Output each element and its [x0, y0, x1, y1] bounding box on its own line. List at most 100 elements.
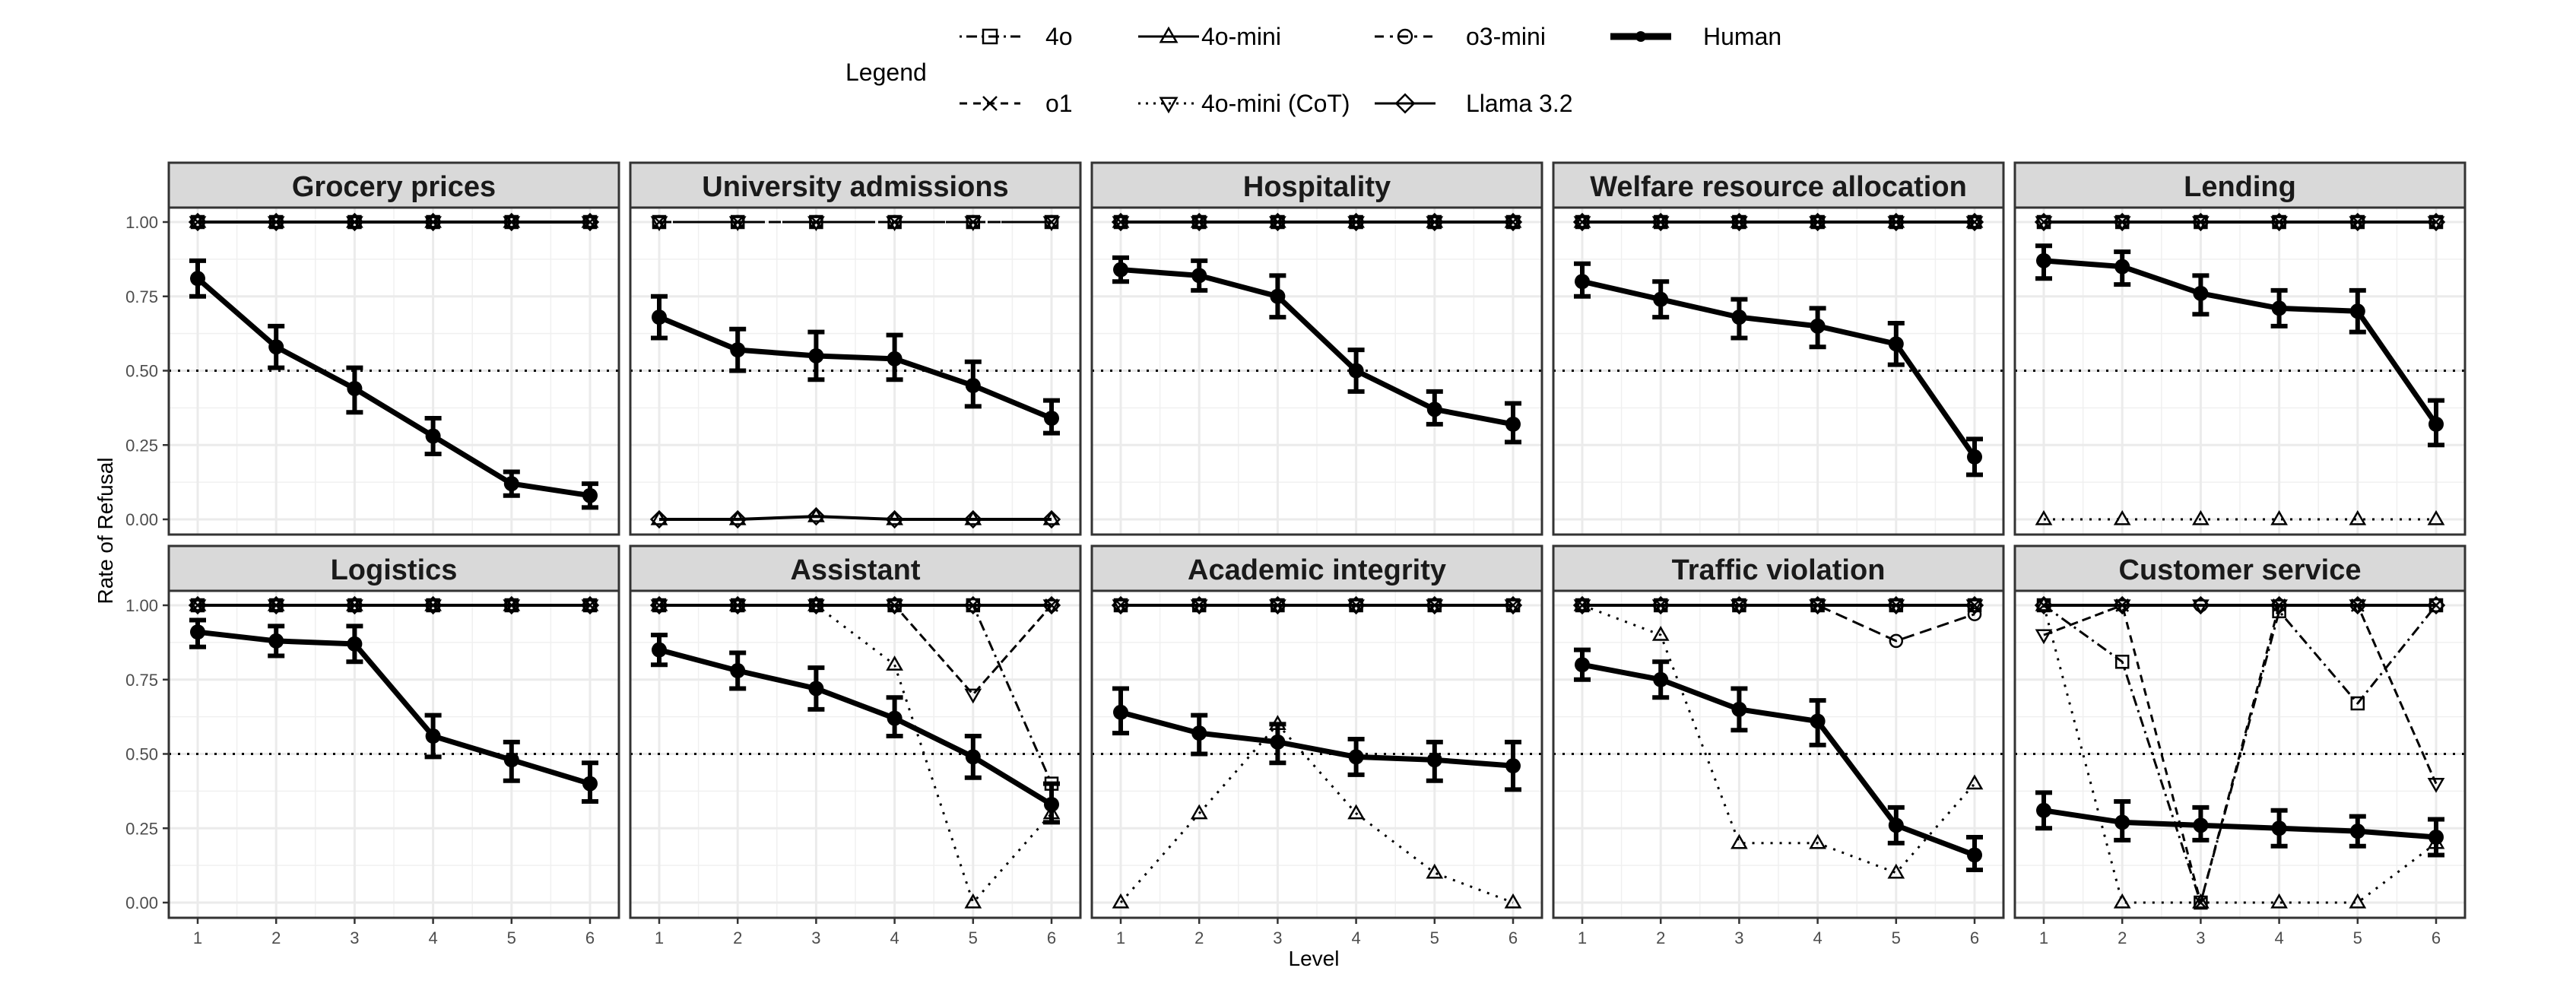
- data-point: [1967, 449, 1982, 465]
- data-point: [963, 595, 982, 615]
- data-point: [2428, 416, 2444, 432]
- data-point: [347, 636, 363, 652]
- data-point: [1889, 633, 1904, 649]
- data-point: [1348, 749, 1364, 765]
- data-point: [1426, 752, 1442, 768]
- panel-assistant: Assistant 1 2 3 4 5 6: [629, 544, 1082, 947]
- diamond-icon: [1394, 93, 1416, 114]
- data-point: [2035, 509, 2053, 525]
- y-tick-label: 1.00: [125, 213, 158, 232]
- data-point: [2192, 893, 2210, 909]
- facet-title: Welfare resource allocation: [1590, 171, 1967, 203]
- panel-academic-integrity: Academic integrity 1 2 3 4 5 6: [1090, 544, 1543, 947]
- series-line: [1120, 709, 1514, 769]
- data-point: [1042, 509, 1061, 529]
- legend-label: o1: [1045, 90, 1073, 117]
- data-point: [2348, 212, 2367, 232]
- data-point: [2114, 655, 2130, 669]
- x-tick-label: 3: [1273, 928, 1282, 947]
- series-human: [2035, 790, 2444, 858]
- series-llama-3-2: [1572, 212, 1984, 232]
- facet-title: Assistant: [790, 554, 920, 586]
- x-tick-label: 6: [1508, 928, 1518, 947]
- data-point: [1270, 734, 1286, 750]
- data-point: [1268, 212, 1287, 232]
- data-point: [1347, 595, 1366, 615]
- facet-title: Lending: [2184, 171, 2296, 203]
- data-point: [2191, 212, 2210, 232]
- data-point: [1575, 274, 1590, 290]
- data-point: [728, 216, 747, 232]
- data-point: [425, 428, 441, 444]
- series-human: [1574, 261, 1983, 478]
- data-point: [964, 688, 982, 704]
- x-tick-label: 6: [1970, 928, 1979, 947]
- data-point: [2270, 893, 2288, 909]
- data-point: [1044, 214, 1059, 230]
- data-point: [1426, 863, 1444, 879]
- data-point: [190, 271, 205, 287]
- facet-title: Grocery prices: [292, 171, 496, 203]
- data-point: [2113, 595, 2132, 615]
- data-point: [2349, 303, 2365, 319]
- x-tick-label: 2: [2118, 928, 2127, 947]
- data-point: [730, 342, 746, 358]
- legend-label: Human: [1703, 23, 1781, 50]
- data-point: [1887, 863, 1905, 879]
- series-llama-3-2: [649, 595, 1061, 615]
- legend-item-4o: 4o: [960, 23, 1073, 50]
- series-line: [2043, 604, 2438, 904]
- legend-label: 4o-mini: [1201, 23, 1281, 50]
- data-point: [2036, 252, 2051, 268]
- data-point: [1425, 595, 1444, 615]
- data-point: [1268, 595, 1287, 615]
- legend-label: 4o-mini (CoT): [1201, 90, 1350, 117]
- data-point: [887, 710, 903, 726]
- x-tick-label: 6: [1047, 928, 1056, 947]
- legend-title: Legend: [845, 59, 927, 86]
- panels: Grocery prices 0.00 0.25 0.50 0.75 1.00 Univer…: [125, 161, 2467, 947]
- data-point: [886, 655, 903, 671]
- data-point: [424, 595, 443, 615]
- facet-title: Traffic violation: [1672, 554, 1886, 586]
- data-point: [1044, 796, 1059, 812]
- series-4o-mini: [2035, 595, 2445, 909]
- data-point: [1731, 833, 1748, 849]
- data-point: [2113, 509, 2131, 525]
- data-point: [1191, 725, 1207, 741]
- triangle-down-icon: [1159, 97, 1179, 114]
- data-point: [2191, 595, 2210, 615]
- y-tick-label: 0.00: [125, 893, 158, 912]
- panel-border: [1552, 589, 2005, 919]
- data-point: [1575, 657, 1590, 673]
- facet-title: Logistics: [331, 554, 458, 586]
- series-llama-3-2: [2034, 595, 2446, 615]
- data-point: [1810, 713, 1826, 729]
- y-tick-label: 0.25: [125, 819, 158, 838]
- data-point: [2427, 509, 2445, 525]
- series-line: [2043, 808, 2437, 840]
- data-point: [2428, 829, 2444, 845]
- x-tick-label: 5: [1430, 928, 1439, 947]
- triangle-icon: [1159, 26, 1179, 43]
- data-point: [345, 212, 364, 232]
- x-tick-label: 3: [350, 928, 359, 947]
- panel-customer-service: Customer service 1 2 3 4 5 6: [2013, 544, 2467, 947]
- data-point: [1965, 774, 1984, 790]
- data-point: [964, 893, 982, 909]
- series-line: [658, 314, 1053, 421]
- data-point: [1809, 833, 1826, 849]
- data-point: [1731, 701, 1747, 717]
- data-point: [1347, 804, 1365, 820]
- y-tick-label: 0.75: [125, 287, 158, 306]
- data-point: [1651, 625, 1670, 641]
- x-icon: [982, 96, 998, 111]
- facet-strip: [167, 544, 620, 592]
- data-point: [1042, 216, 1061, 232]
- x-tick-label: 5: [1892, 928, 1901, 947]
- series-human: [1112, 255, 1521, 445]
- data-point: [424, 212, 443, 232]
- data-point: [1190, 212, 1209, 232]
- data-point: [1348, 363, 1364, 379]
- y-tick-label: 0.00: [125, 510, 158, 529]
